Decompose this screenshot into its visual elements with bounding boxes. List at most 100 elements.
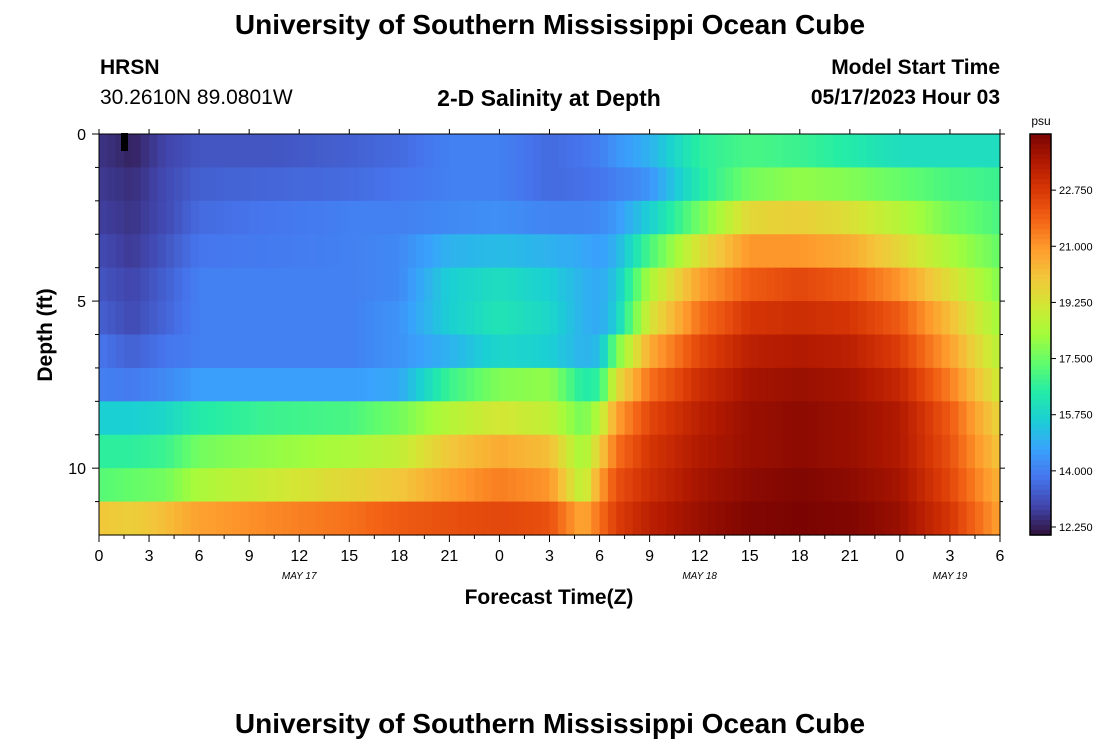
heatmap-cell	[858, 468, 868, 503]
heatmap-cell	[324, 167, 334, 202]
heatmap-cell	[299, 434, 309, 469]
colorbar-segment	[1030, 389, 1051, 396]
heatmap-cell	[983, 468, 993, 503]
heatmap-cell	[799, 234, 809, 269]
heatmap-cell	[99, 468, 108, 503]
heatmap-cell	[290, 234, 300, 269]
heatmap-cell	[365, 334, 375, 369]
heatmap-cell	[657, 301, 667, 336]
heatmap-cell	[758, 134, 767, 169]
heatmap-cell	[165, 134, 175, 169]
heatmap-cell	[282, 501, 292, 536]
heatmap-cell	[983, 167, 993, 202]
heatmap-cell	[891, 501, 901, 536]
heatmap-cell	[724, 401, 734, 436]
heatmap-cell	[491, 434, 501, 469]
heatmap-cell	[991, 434, 1001, 469]
heatmap-cell	[382, 501, 392, 536]
heatmap-cell	[140, 501, 150, 536]
colorbar-tick-label: 15.750	[1059, 410, 1093, 422]
heatmap-cell	[966, 200, 976, 235]
heatmap-cell	[983, 134, 993, 169]
heatmap-cell	[99, 367, 108, 402]
heatmap-cell	[749, 167, 759, 202]
heatmap-cell	[224, 167, 234, 202]
heatmap-cell	[774, 234, 784, 269]
heatmap-cell	[799, 501, 809, 536]
heatmap-cell	[482, 234, 492, 269]
heatmap-cell	[232, 134, 242, 169]
heatmap-cell	[115, 200, 125, 235]
heatmap-cell	[916, 401, 926, 436]
heatmap-cell	[407, 401, 417, 436]
heatmap-cell	[149, 234, 158, 269]
heatmap-cell	[607, 301, 617, 336]
heatmap-cell	[966, 434, 976, 469]
plot-title: 2-D Salinity at Depth	[437, 85, 661, 111]
heatmap-cell	[157, 301, 167, 336]
heatmap-cell	[107, 167, 117, 202]
heatmap-cell	[749, 200, 759, 235]
colorbar-segment	[1030, 394, 1051, 401]
heatmap-cell	[516, 301, 526, 336]
heatmap-cell	[207, 367, 217, 402]
heatmap-cell	[824, 401, 834, 436]
heatmap-cell	[574, 334, 584, 369]
heatmap-cell	[841, 334, 851, 369]
heatmap-cell	[674, 234, 684, 269]
heatmap-cell	[474, 468, 484, 503]
heatmap-cell	[599, 468, 609, 503]
sensor-marker	[121, 133, 128, 151]
heatmap-cell	[849, 367, 859, 402]
heatmap-cell	[991, 134, 1001, 169]
heatmap-cell	[340, 501, 350, 536]
heatmap-cell	[766, 367, 776, 402]
heatmap-cell	[290, 434, 300, 469]
heatmap-cell	[340, 434, 350, 469]
heatmap-cell	[682, 234, 692, 269]
heatmap-cell	[858, 501, 868, 536]
heatmap-cell	[416, 401, 425, 436]
colorbar-segment	[1030, 469, 1051, 476]
heatmap-cell	[899, 200, 909, 235]
heatmap-cell	[140, 334, 150, 369]
heatmap-cell	[99, 267, 108, 302]
heatmap-cell	[357, 267, 367, 302]
heatmap-cell	[691, 134, 701, 169]
heatmap-cell	[849, 468, 859, 503]
heatmap-cell	[699, 334, 709, 369]
heatmap-cell	[290, 501, 300, 536]
heatmap-cell	[207, 501, 217, 536]
heatmap-cell	[949, 301, 959, 336]
heatmap-cell	[991, 501, 1001, 536]
heatmap-cell	[541, 234, 551, 269]
heatmap-cell	[724, 434, 734, 469]
heatmap-cell	[974, 200, 984, 235]
heatmap-cell	[557, 401, 567, 436]
heatmap-cell	[632, 468, 642, 503]
heatmap-cell	[616, 501, 626, 536]
heatmap-cell	[908, 134, 918, 169]
heatmap-cell	[708, 200, 717, 235]
heatmap-cell	[749, 267, 759, 302]
heatmap-cell	[733, 167, 742, 202]
heatmap-cell	[833, 134, 843, 169]
heatmap-cell	[340, 200, 350, 235]
heatmap-cell	[791, 200, 801, 235]
x-axis-title: Forecast Time(Z)	[465, 586, 634, 609]
heatmap-cell	[724, 501, 734, 536]
heatmap-cell	[541, 501, 551, 536]
heatmap-cell	[741, 134, 751, 169]
heatmap-cell	[632, 167, 642, 202]
heatmap-cell	[482, 434, 492, 469]
heatmap-cell	[783, 167, 793, 202]
heatmap-cell	[883, 401, 893, 436]
heatmap-cell	[933, 200, 943, 235]
heatmap-cell	[182, 134, 192, 169]
heatmap-cell	[232, 267, 242, 302]
heatmap-cell	[858, 234, 868, 269]
heatmap-cell	[524, 468, 534, 503]
heatmap-cell	[157, 167, 167, 202]
heatmap-cell	[808, 501, 818, 536]
heatmap-cell	[265, 167, 275, 202]
